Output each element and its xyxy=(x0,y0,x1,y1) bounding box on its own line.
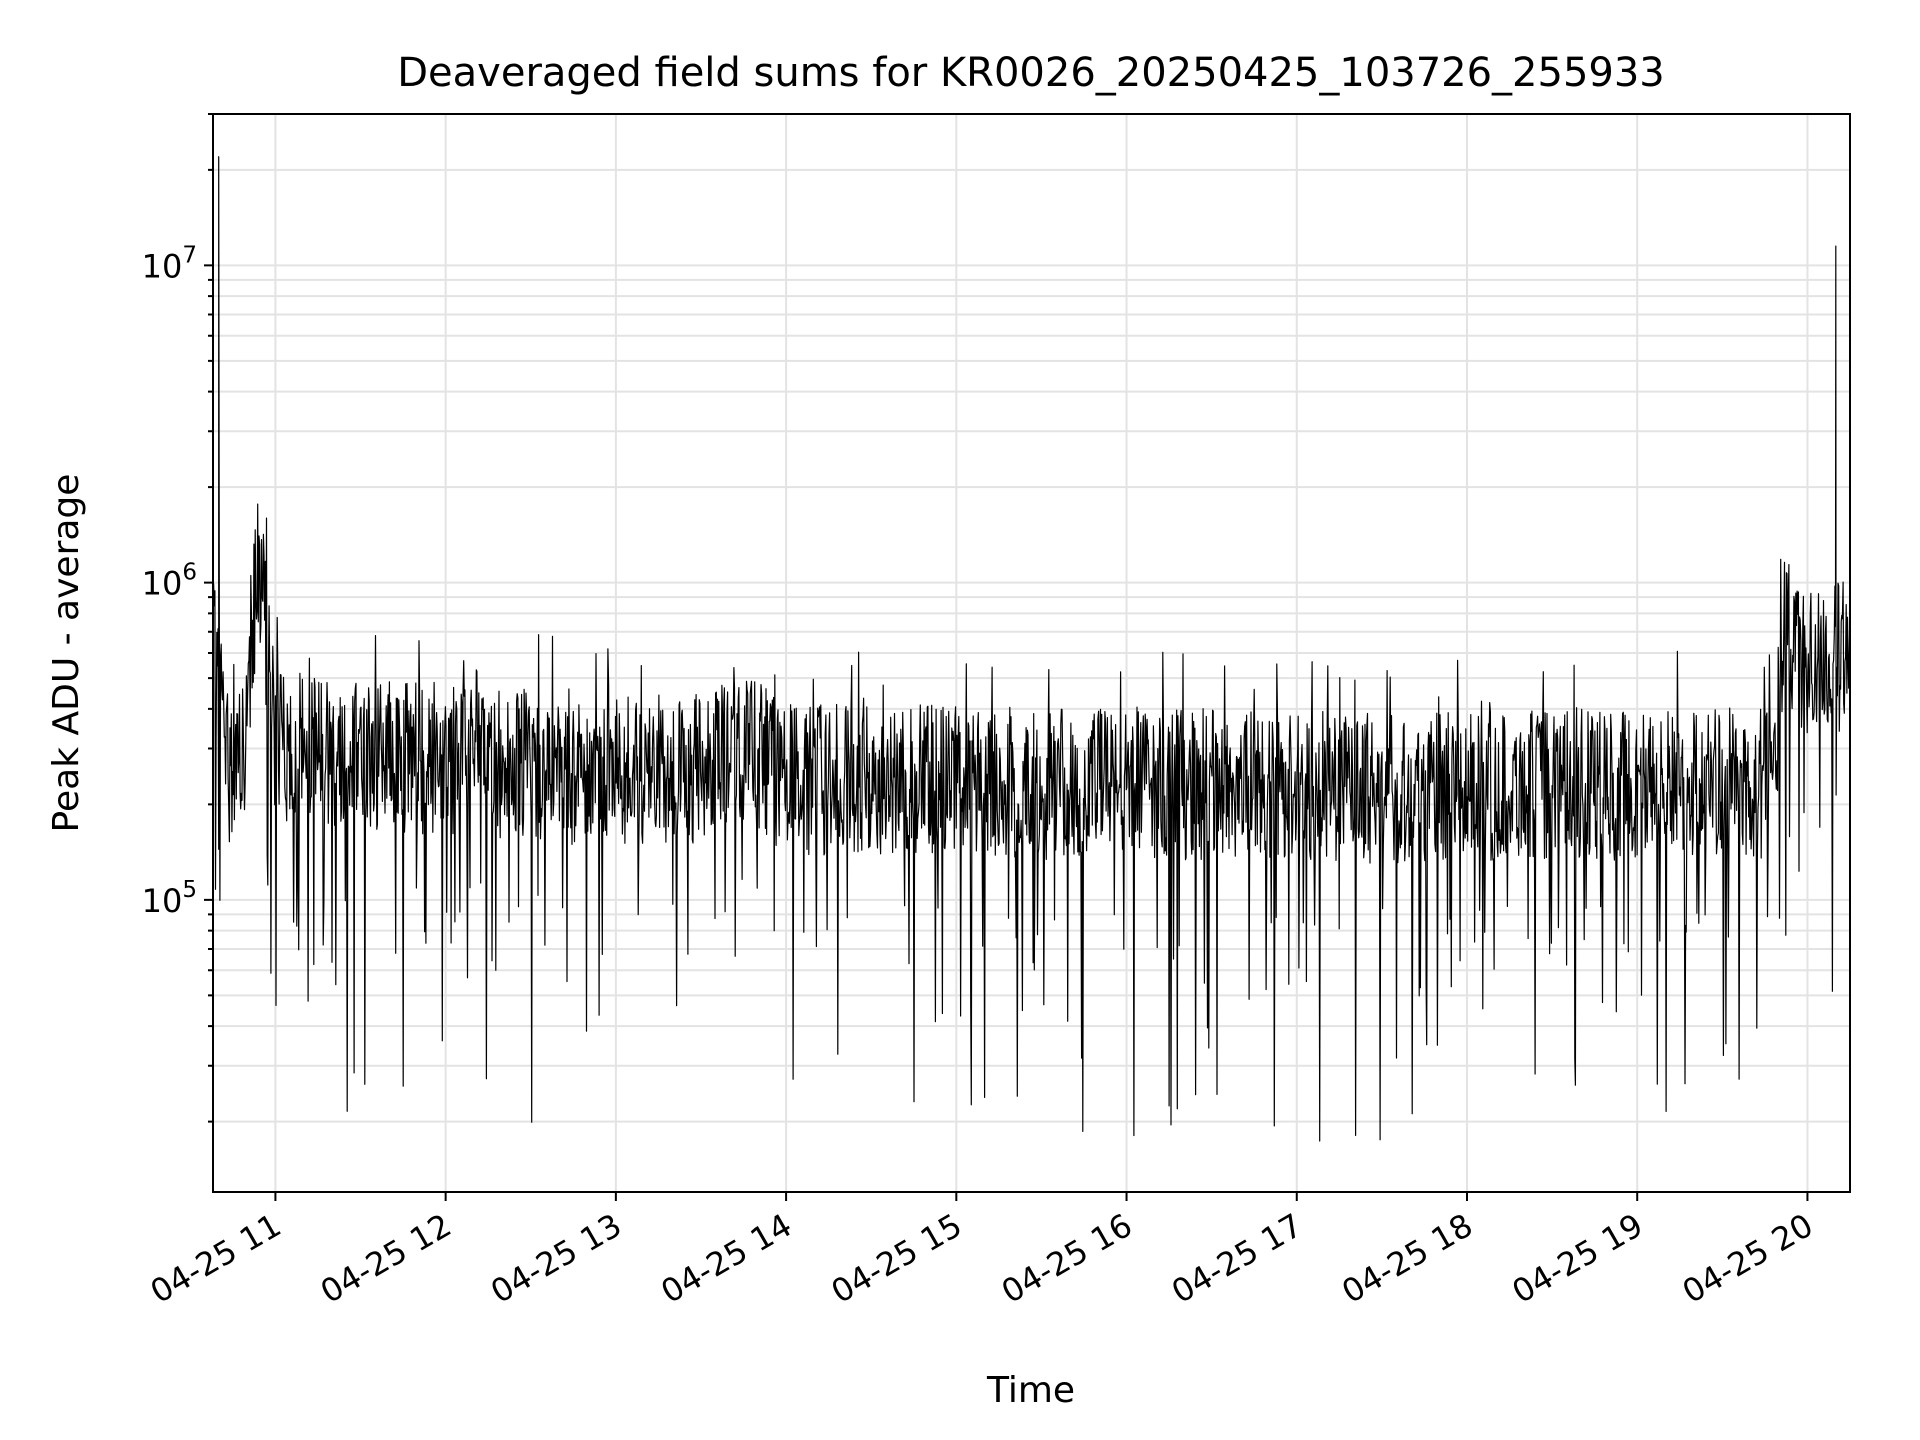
y-axis-label: Peak ADU - average xyxy=(46,474,87,833)
x-axis-label: Time xyxy=(986,1370,1075,1411)
y-tick-exponent: 6 xyxy=(182,560,197,586)
y-tick-base: 10 xyxy=(142,565,183,603)
series-line xyxy=(212,156,1851,1142)
y-tick-label: 105 xyxy=(142,877,197,920)
series-group xyxy=(212,156,1851,1142)
y-tick-label: 107 xyxy=(142,242,197,285)
y-tick-base: 10 xyxy=(142,882,183,920)
y-tick-label: 106 xyxy=(142,560,197,603)
y-tick-exponent: 5 xyxy=(182,877,197,903)
y-tick-base: 10 xyxy=(142,247,183,285)
y-tick-exponent: 7 xyxy=(182,242,197,268)
chart-title: Deaveraged field sums for KR0026_2025042… xyxy=(397,50,1665,96)
